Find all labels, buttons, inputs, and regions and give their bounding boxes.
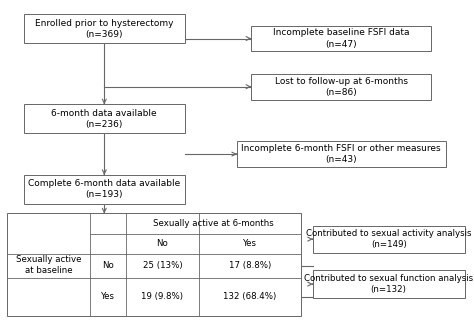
Text: Yes: Yes [101, 292, 115, 301]
Text: Contributed to sexual function analysis
(n=132): Contributed to sexual function analysis … [304, 274, 473, 294]
FancyBboxPatch shape [237, 141, 446, 167]
FancyBboxPatch shape [313, 270, 465, 298]
FancyBboxPatch shape [24, 14, 185, 43]
Text: Incomplete 6-month FSFI or other measures
(n=43): Incomplete 6-month FSFI or other measure… [241, 144, 441, 164]
Text: 132 (68.4%): 132 (68.4%) [223, 292, 277, 301]
FancyBboxPatch shape [251, 74, 431, 100]
FancyBboxPatch shape [24, 175, 185, 204]
Text: 6-month data available
(n=236): 6-month data available (n=236) [52, 109, 157, 129]
Text: Yes: Yes [243, 239, 257, 248]
Text: 17 (8.8%): 17 (8.8%) [229, 261, 271, 270]
FancyBboxPatch shape [7, 213, 301, 316]
Text: No: No [156, 239, 168, 248]
FancyBboxPatch shape [24, 104, 185, 133]
FancyBboxPatch shape [251, 26, 431, 51]
Text: Complete 6-month data available
(n=193): Complete 6-month data available (n=193) [28, 179, 181, 199]
Text: Sexually active at 6-months: Sexually active at 6-months [153, 219, 273, 229]
Text: 19 (9.8%): 19 (9.8%) [141, 292, 183, 301]
FancyBboxPatch shape [313, 225, 465, 253]
Text: 25 (13%): 25 (13%) [143, 261, 182, 270]
Text: Sexually active
at baseline: Sexually active at baseline [16, 255, 82, 274]
Text: Enrolled prior to hysterectomy
(n=369): Enrolled prior to hysterectomy (n=369) [35, 19, 173, 39]
Text: Incomplete baseline FSFI data
(n=47): Incomplete baseline FSFI data (n=47) [273, 29, 410, 48]
Text: Contributed to sexual activity analysis
(n=149): Contributed to sexual activity analysis … [306, 229, 472, 249]
Text: No: No [102, 261, 114, 270]
Text: Lost to follow-up at 6-months
(n=86): Lost to follow-up at 6-months (n=86) [275, 77, 408, 97]
